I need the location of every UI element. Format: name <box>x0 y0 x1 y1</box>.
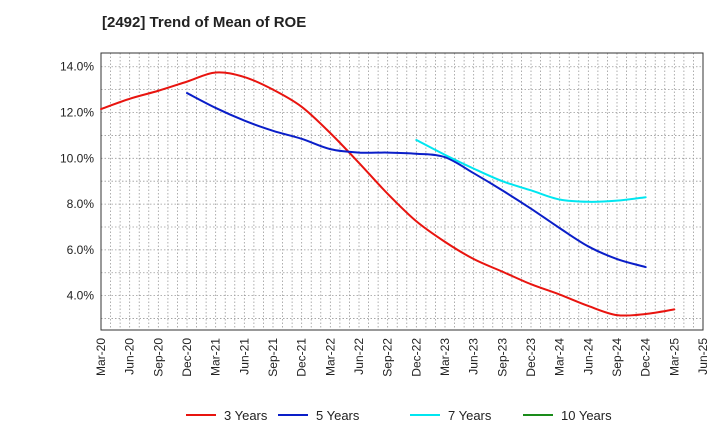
legend-item: 7 Years <box>410 408 492 423</box>
x-tick-label: Sep-23 <box>495 338 509 377</box>
x-tick-label: Dec-24 <box>639 338 653 377</box>
series-line-3-years <box>100 71 676 317</box>
legend-label: 5 Years <box>316 408 360 423</box>
y-tick-label: 10.0% <box>60 151 94 165</box>
x-tick-label: Mar-20 <box>94 338 108 376</box>
x-tick-label: Sep-21 <box>266 338 280 377</box>
series-line-7-years <box>415 138 647 203</box>
x-tick-label: Mar-25 <box>667 338 681 376</box>
x-tick-label: Sep-20 <box>151 338 165 377</box>
x-tick-label: Jun-24 <box>581 338 595 375</box>
plot-area <box>101 53 703 330</box>
legend-item: 5 Years <box>278 408 360 423</box>
x-tick-label: Dec-20 <box>180 338 194 377</box>
x-tick-label: Jun-22 <box>352 338 366 375</box>
y-tick-label: 6.0% <box>67 243 95 257</box>
x-tick-label: Mar-22 <box>323 338 337 376</box>
horizontal-grid <box>101 66 703 319</box>
x-tick-label: Jun-23 <box>467 338 481 375</box>
x-tick-label: Dec-21 <box>295 338 309 377</box>
series-line-5-years <box>186 92 647 269</box>
x-tick-label: Mar-21 <box>209 338 223 376</box>
legend-item: 10 Years <box>523 408 612 423</box>
legend-item: 3 Years <box>186 408 268 423</box>
x-tick-label: Mar-23 <box>438 338 452 376</box>
y-tick-label: 14.0% <box>60 60 94 74</box>
x-tick-label: Mar-24 <box>553 338 567 376</box>
y-tick-label: 12.0% <box>60 106 94 120</box>
y-tick-label: 4.0% <box>67 289 95 303</box>
plot-frame <box>100 52 704 331</box>
chart-title: [2492] Trend of Mean of ROE <box>102 14 307 31</box>
x-tick-label: Jun-25 <box>696 338 710 375</box>
legend-label: 10 Years <box>561 408 612 423</box>
y-tick-label: 8.0% <box>67 197 95 211</box>
x-tick-label: Sep-22 <box>381 338 395 377</box>
legend-label: 3 Years <box>224 408 268 423</box>
x-tick-label: Jun-20 <box>123 338 137 375</box>
legend-label: 7 Years <box>448 408 492 423</box>
x-tick-label: Sep-24 <box>610 338 624 377</box>
x-tick-label: Jun-21 <box>237 338 251 375</box>
x-tick-label: Dec-23 <box>524 338 538 377</box>
x-tick-label: Dec-22 <box>409 338 423 377</box>
